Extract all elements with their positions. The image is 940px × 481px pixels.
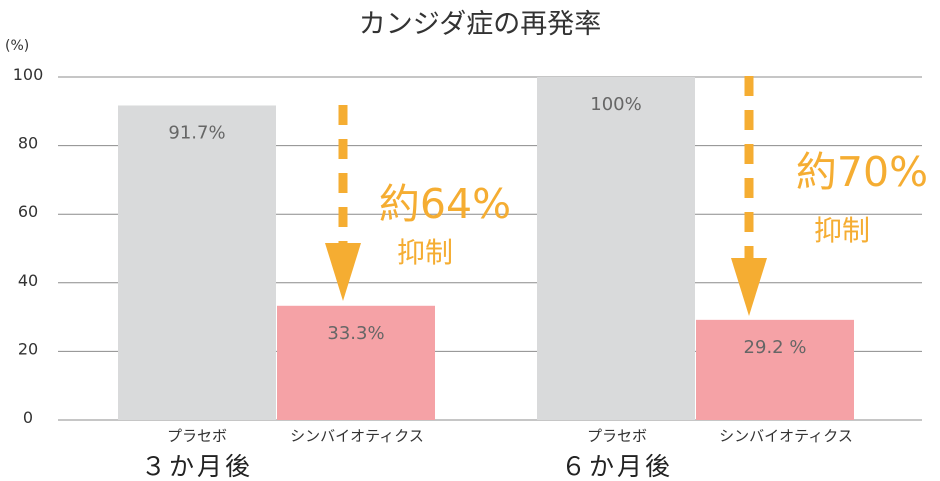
category-label: プラセボ <box>587 427 647 445</box>
reduction-arrow-head <box>325 243 361 301</box>
bar <box>118 105 276 421</box>
bars <box>118 77 854 421</box>
group-label: ３か月後 <box>141 452 253 481</box>
chart-title: カンジダ症の再発率 <box>359 9 601 40</box>
reduction-annotation: 約64% <box>379 180 511 228</box>
reduction-annotation: 約70% <box>796 148 928 196</box>
data-label: 33.3% <box>327 323 384 344</box>
data-label: 29.2 % <box>744 337 807 358</box>
reduction-annotation-sub: 抑制 <box>397 236 453 269</box>
bar <box>537 77 695 420</box>
group-label: ６か月後 <box>561 452 673 481</box>
category-label: シンバイオティクス <box>719 427 853 445</box>
reduction-arrow-head <box>731 258 767 316</box>
y-tick-label: 100 <box>13 65 44 84</box>
y-axis-unit: (%) <box>5 38 29 54</box>
category-label: シンバイオティクス <box>290 427 424 445</box>
bar <box>696 319 854 420</box>
bar <box>277 305 435 420</box>
y-tick-label: 20 <box>18 339 38 358</box>
y-tick-label: 80 <box>18 134 38 153</box>
annotations: 約64% 抑制 約70% 抑制 <box>325 76 928 316</box>
y-tick-label: 0 <box>23 408 33 427</box>
data-label: 100% <box>590 94 641 115</box>
y-tick-label: 60 <box>18 202 38 221</box>
y-tick-label: 40 <box>18 271 38 290</box>
data-label: 91.7% <box>168 122 225 143</box>
category-label: プラセボ <box>167 427 227 445</box>
labels: 0 20 40 60 80 100 91.7% プラセボ 33.3% シンバイオティクス ３か月後 1… <box>13 65 853 481</box>
reduction-annotation-sub: 抑制 <box>814 214 870 247</box>
